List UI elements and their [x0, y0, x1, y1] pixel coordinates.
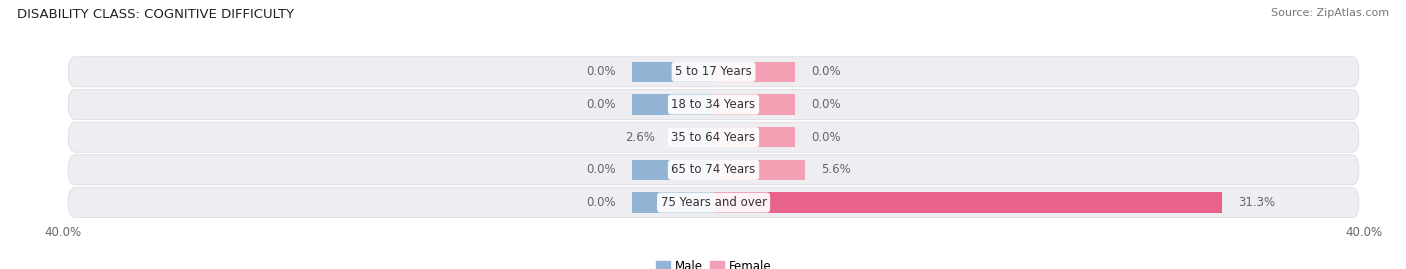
Bar — [713, 94, 794, 115]
Text: 0.0%: 0.0% — [811, 131, 841, 144]
Bar — [713, 160, 804, 180]
Text: 0.0%: 0.0% — [811, 65, 841, 78]
Bar — [713, 62, 794, 82]
Legend: Male, Female: Male, Female — [651, 256, 776, 269]
Bar — [633, 94, 713, 115]
Bar — [671, 127, 713, 147]
Text: 18 to 34 Years: 18 to 34 Years — [672, 98, 755, 111]
Text: 65 to 74 Years: 65 to 74 Years — [672, 163, 755, 176]
FancyBboxPatch shape — [67, 122, 1360, 152]
Text: Source: ZipAtlas.com: Source: ZipAtlas.com — [1271, 8, 1389, 18]
Text: DISABILITY CLASS: COGNITIVE DIFFICULTY: DISABILITY CLASS: COGNITIVE DIFFICULTY — [17, 8, 294, 21]
Text: 0.0%: 0.0% — [811, 98, 841, 111]
FancyBboxPatch shape — [67, 90, 1360, 119]
Text: 0.0%: 0.0% — [586, 163, 616, 176]
FancyBboxPatch shape — [67, 155, 1360, 185]
Bar — [633, 192, 713, 213]
Bar — [633, 62, 713, 82]
Text: 0.0%: 0.0% — [586, 65, 616, 78]
Text: 5 to 17 Years: 5 to 17 Years — [675, 65, 752, 78]
Bar — [713, 192, 1222, 213]
Text: 0.0%: 0.0% — [586, 196, 616, 209]
Text: 31.3%: 31.3% — [1239, 196, 1275, 209]
FancyBboxPatch shape — [67, 187, 1360, 218]
Text: 5.6%: 5.6% — [821, 163, 851, 176]
Text: 2.6%: 2.6% — [626, 131, 655, 144]
Text: 75 Years and over: 75 Years and over — [661, 196, 766, 209]
FancyBboxPatch shape — [67, 57, 1360, 87]
Bar — [633, 160, 713, 180]
Text: 0.0%: 0.0% — [586, 98, 616, 111]
Text: 35 to 64 Years: 35 to 64 Years — [672, 131, 755, 144]
Bar — [713, 127, 794, 147]
